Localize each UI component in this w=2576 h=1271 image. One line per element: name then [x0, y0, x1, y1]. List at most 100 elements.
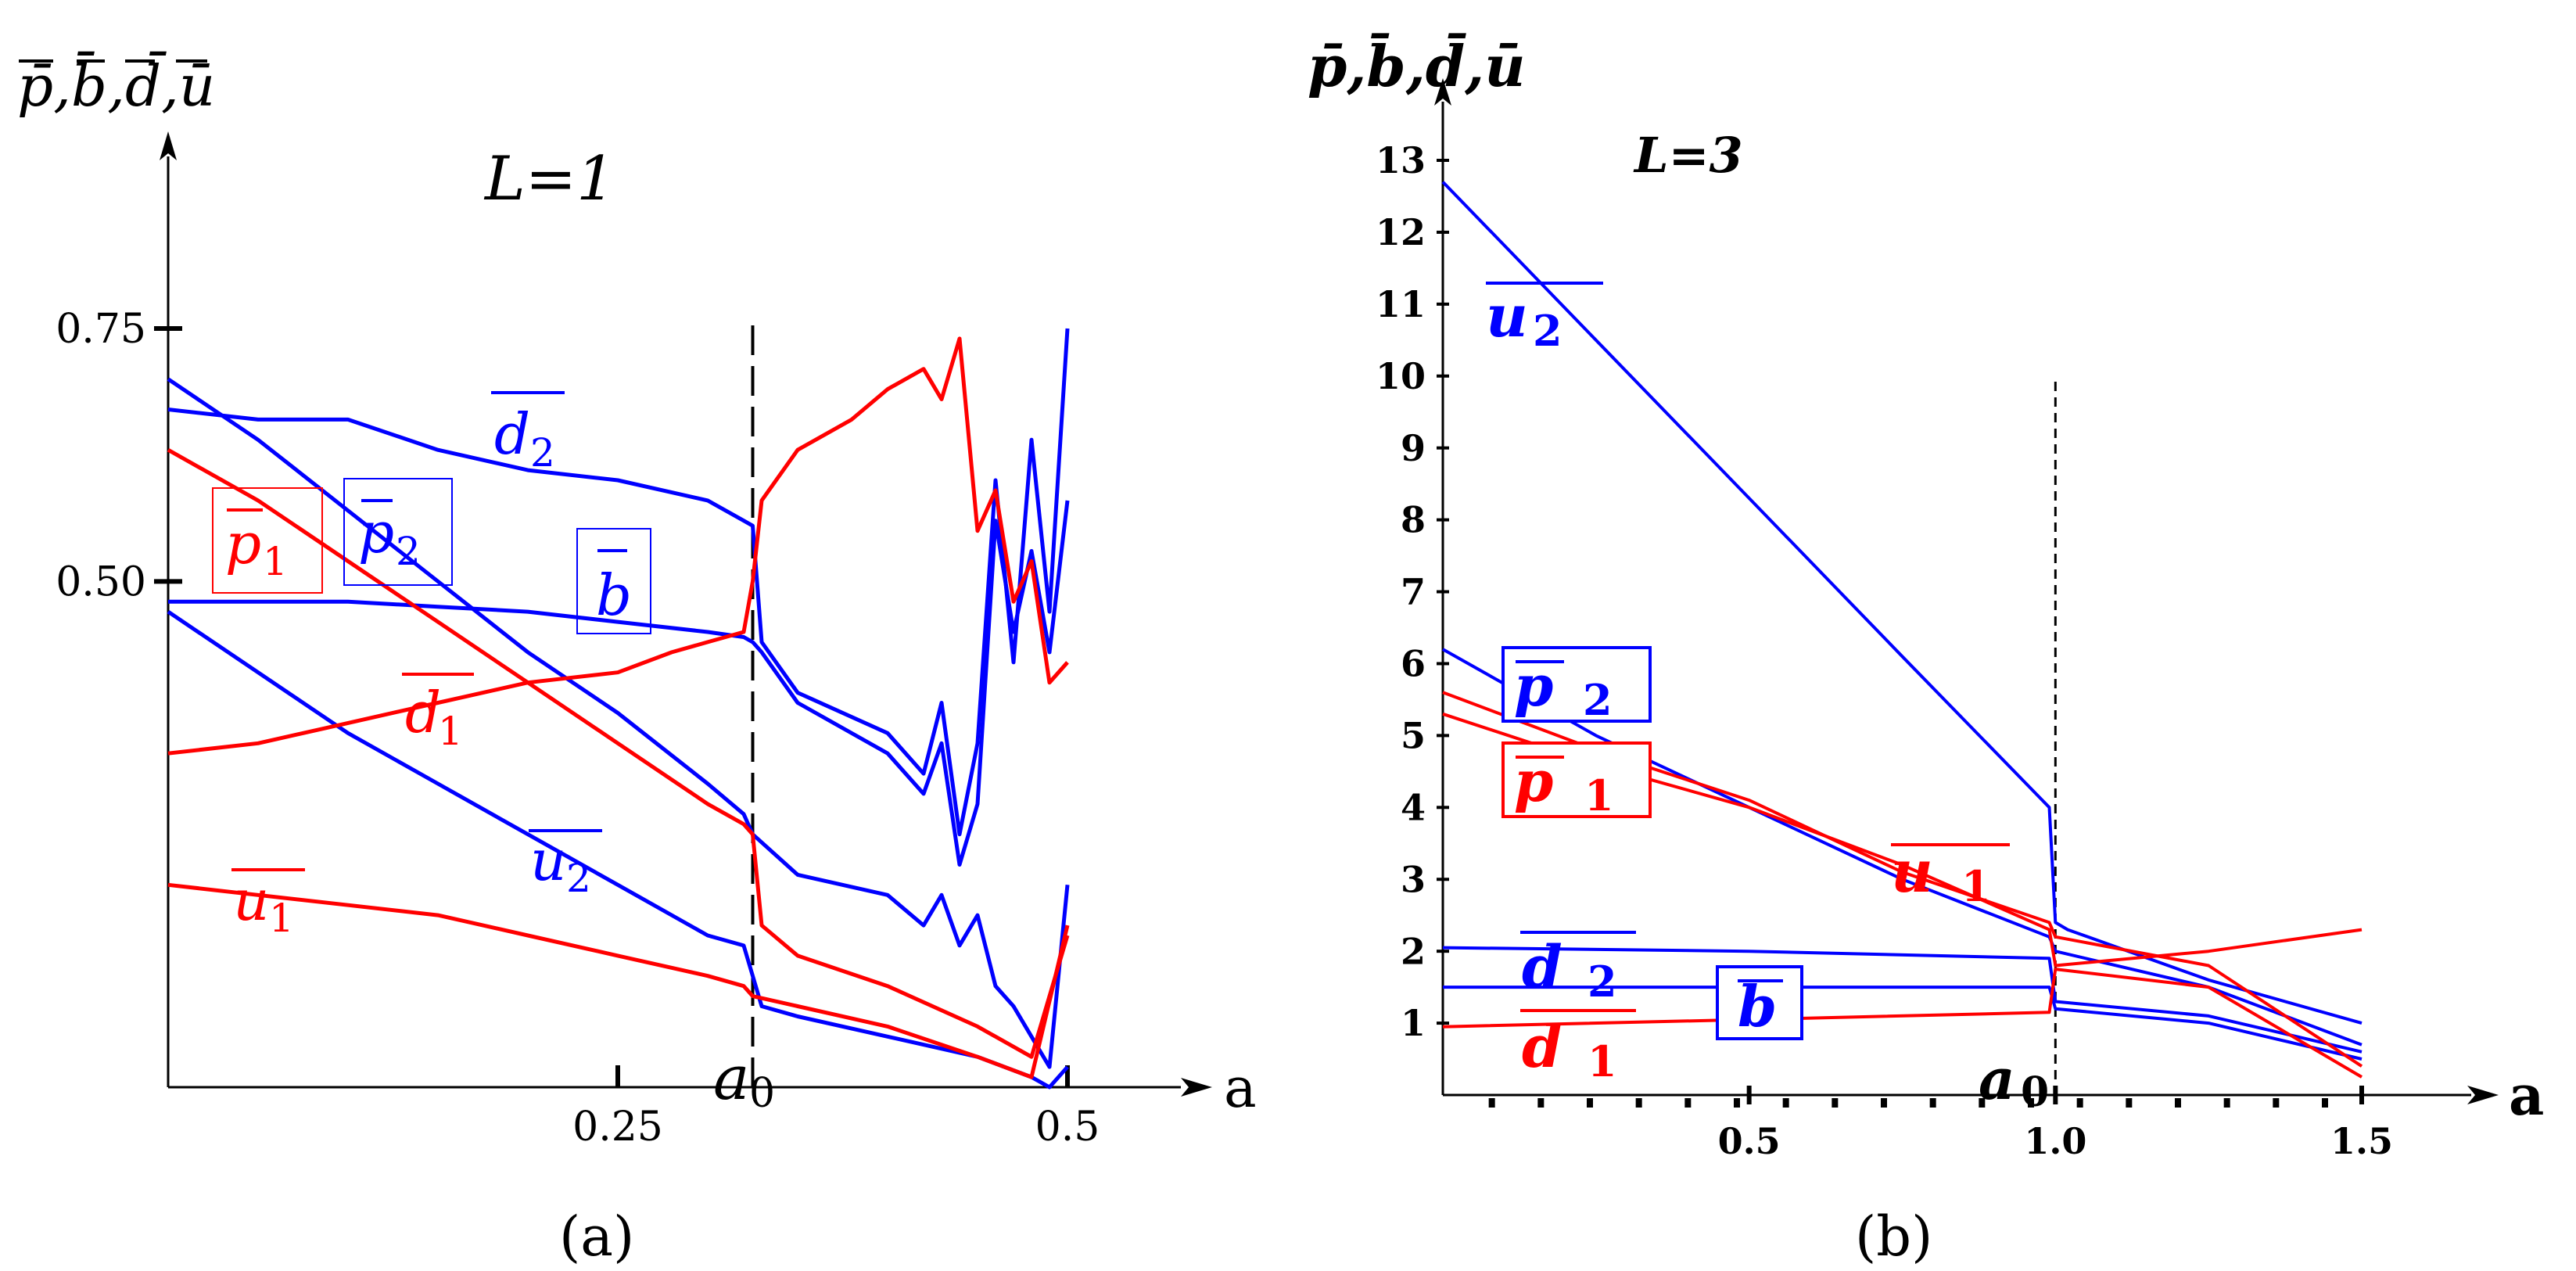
a-label-a0: a 0: [713, 1043, 775, 1117]
series-d2-line: [1442, 946, 2363, 1054]
series-d2-line: [167, 328, 1070, 837]
b-label-u1: u 1: [1891, 838, 2010, 911]
b-label-a0: a 0: [1979, 1046, 2049, 1116]
x-minor-tick: [1587, 1098, 1593, 1108]
y-tick-label: 4: [1401, 786, 1426, 828]
a-label-b: b: [576, 528, 651, 634]
svg-text:2: 2: [1583, 675, 1613, 725]
b-label-d2: d 2: [1520, 931, 1636, 1007]
y-tick-label: 13: [1376, 139, 1426, 181]
svg-text:u: u: [530, 828, 566, 893]
y-tick-label: 6: [1401, 643, 1426, 685]
x-minor-tick: [2028, 1098, 2034, 1108]
svg-text:a: a: [1979, 1046, 2015, 1112]
series-d1-line: [167, 336, 1069, 756]
b-x-axis-label: a: [2509, 1063, 2544, 1128]
svg-text:1: 1: [263, 539, 288, 584]
svg-text:b: b: [596, 562, 632, 628]
svg-text:p: p: [225, 511, 261, 576]
svg-text:a: a: [713, 1043, 750, 1114]
svg-text:d: d: [405, 680, 441, 745]
svg-text:p: p: [1514, 652, 1553, 719]
svg-text:u: u: [1486, 283, 1528, 350]
x-minor-tick: [1782, 1098, 1789, 1108]
x-minor-tick: [1684, 1098, 1692, 1108]
y-tick-label: 11: [1376, 283, 1426, 325]
y-tick-label: 1: [1401, 1002, 1426, 1044]
x-minor-tick: [1881, 1098, 1887, 1108]
svg-text:1: 1: [1584, 770, 1614, 820]
x-minor-tick: [2223, 1098, 2230, 1108]
x-tick-label: 1.0: [2024, 1120, 2086, 1162]
svg-text:2: 2: [530, 430, 555, 476]
b-label-b: b: [1716, 965, 1803, 1040]
x-tick-label: 0.5: [1718, 1120, 1781, 1162]
a-y-axis-arrow: [160, 131, 177, 160]
x-minor-tick: [2273, 1098, 2280, 1108]
y-tick-label: 0.75: [56, 306, 146, 353]
svg-text:0: 0: [749, 1070, 775, 1117]
x-tick-label: 0.25: [572, 1104, 663, 1151]
x-minor-tick: [2322, 1098, 2328, 1108]
x-minor-tick: [2175, 1098, 2181, 1108]
series-u1-line: [167, 882, 1070, 1079]
x-minor-tick: [1537, 1098, 1545, 1108]
b-label-d1: d 1: [1520, 1009, 1636, 1086]
a-x-axis-arrow: [1181, 1078, 1212, 1097]
svg-text:0: 0: [2021, 1068, 2049, 1116]
y-tick-label: 3: [1401, 858, 1426, 900]
a-label-u2: u 2: [529, 828, 602, 901]
a-series-group: [167, 328, 1070, 1090]
svg-text:u: u: [233, 867, 269, 933]
x-minor-tick: [1635, 1098, 1642, 1108]
y-tick-label: 0.50: [56, 559, 146, 606]
series-d1-line: [1442, 968, 2363, 1079]
a-caption: (a): [559, 1205, 634, 1269]
y-tick-label: 2: [1401, 930, 1426, 972]
x-tick-label: 0.5: [1035, 1104, 1100, 1151]
b-caption: (b): [1855, 1205, 1932, 1269]
x-minor-tick: [1832, 1098, 1839, 1108]
svg-text:2: 2: [396, 529, 421, 574]
x-minor-tick: [1929, 1098, 1936, 1108]
y-tick-label: 5: [1401, 714, 1426, 756]
y-tick-label: 9: [1401, 427, 1426, 469]
a-x-axis-label: a: [1224, 1056, 1257, 1120]
series-u2-line: [1441, 181, 2363, 1025]
a-label-p1: p 1: [212, 487, 323, 594]
b-y-axis-arrow: [1434, 78, 1451, 106]
series-p2-line: [167, 377, 1070, 1069]
a-label-u1: u 1: [231, 867, 305, 941]
x-minor-tick: [2076, 1098, 2083, 1108]
b-x-axis-arrow: [2467, 1086, 2499, 1104]
series-p1-line: [167, 448, 1070, 1059]
svg-text:1: 1: [1961, 861, 1991, 911]
x-minor-tick: [2126, 1098, 2133, 1108]
series-u2-line: [167, 610, 1069, 1090]
y-tick-label: 10: [1376, 355, 1426, 397]
svg-text:d: d: [1522, 934, 1562, 1001]
x-minor-tick: [1979, 1098, 1986, 1108]
x-minor-tick: [1488, 1098, 1495, 1108]
b-y-axis-label: p̄,b̄,d̄,ū: [1308, 32, 1526, 99]
svg-text:b: b: [1738, 973, 1777, 1039]
b-label-p2: p 2: [1501, 646, 1652, 725]
svg-text:2: 2: [1588, 957, 1617, 1007]
panel-a: p̄,b̄,d̄,ū L=1 a 0.500.750.25 0.5 d 2 p 1: [17, 50, 1257, 1269]
svg-text:p: p: [1514, 748, 1553, 814]
svg-text:2: 2: [1533, 306, 1562, 356]
svg-text:1: 1: [438, 709, 463, 754]
b-label-u2: u 2: [1486, 282, 1603, 356]
svg-text:d: d: [1522, 1014, 1562, 1081]
x-minor-tick: [1734, 1098, 1740, 1108]
y-tick-label: 12: [1376, 211, 1426, 253]
b-label-p1: p 1: [1501, 741, 1652, 820]
a-label-d2: d 2: [491, 391, 565, 476]
svg-text:1: 1: [1588, 1036, 1617, 1086]
b-series-group: [1441, 181, 2363, 1079]
series-b-line: [168, 500, 1070, 867]
svg-text:p: p: [358, 500, 394, 565]
